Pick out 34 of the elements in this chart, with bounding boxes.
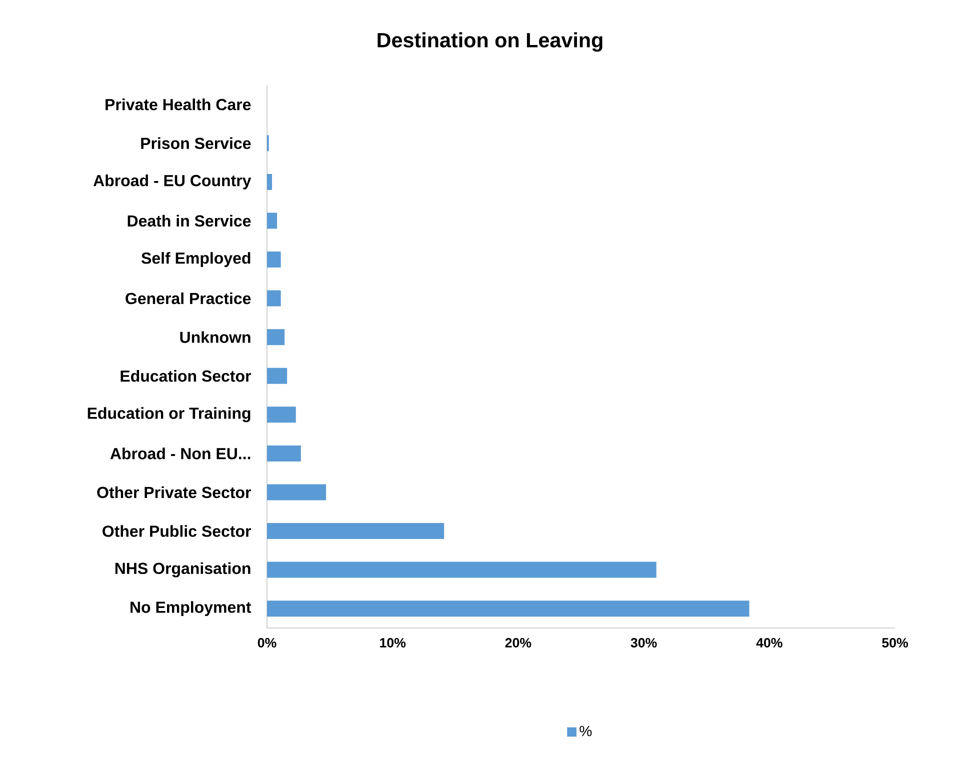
bar bbox=[267, 445, 301, 462]
bar bbox=[267, 290, 281, 306]
y-tick-label: Death in Service bbox=[128, 214, 251, 227]
y-tick-label: Prison Service bbox=[141, 137, 251, 150]
x-tick-label: 20% bbox=[505, 638, 532, 648]
x-tick-label: 0% bbox=[258, 638, 276, 648]
bar bbox=[267, 406, 296, 423]
y-tick-label: No Employment bbox=[130, 601, 252, 616]
bar bbox=[267, 329, 285, 346]
y-tick-label: Unknown bbox=[180, 331, 250, 343]
y-tick-label: Other Public Sector bbox=[102, 525, 252, 537]
y-tick-label: Self Employed bbox=[141, 252, 250, 267]
bar bbox=[267, 174, 272, 190]
bar bbox=[267, 600, 750, 617]
bar bbox=[267, 562, 656, 578]
y-tick-label: Private Health Care bbox=[106, 98, 251, 110]
y-tick-label: Education Sector bbox=[120, 370, 252, 382]
y-tick-label: Education or Training bbox=[88, 407, 250, 422]
bar bbox=[267, 484, 326, 500]
bar bbox=[267, 368, 288, 384]
y-tick-label: Other Private Sector bbox=[97, 486, 251, 498]
x-tick-label: 40% bbox=[756, 638, 782, 648]
y-tick-label: NHS Organisation bbox=[115, 562, 250, 578]
y-tick-label: Abroad - Non EU... bbox=[110, 448, 250, 460]
x-tick-label: 10% bbox=[380, 638, 406, 648]
y-tick-label: Abroad - EU Country bbox=[93, 174, 252, 190]
chart-title: Destination on Leaving bbox=[378, 32, 602, 52]
x-tick-label: 30% bbox=[630, 638, 657, 648]
x-tick-label: 50% bbox=[882, 638, 908, 648]
y-tick-label: General Practice bbox=[126, 292, 251, 304]
bar bbox=[267, 212, 278, 229]
bar bbox=[267, 523, 444, 540]
bar bbox=[267, 252, 281, 268]
legend-label: % bbox=[580, 726, 592, 736]
